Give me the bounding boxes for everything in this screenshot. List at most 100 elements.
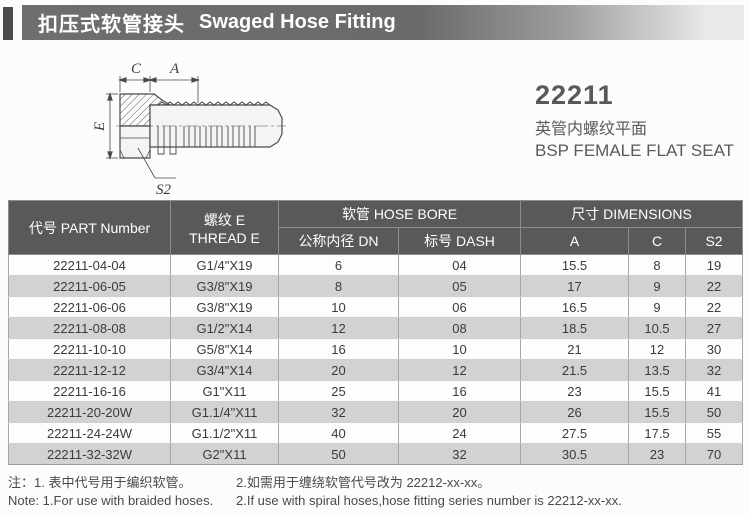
cell-part: 22211-06-05 [8, 275, 171, 297]
cell-s2: 70 [685, 443, 744, 465]
cell-s2: 27 [685, 317, 744, 339]
cell-dash: 04 [397, 254, 522, 276]
cell-dash: 12 [397, 359, 522, 381]
cell-s2: 22 [685, 296, 744, 318]
cell-a: 18.5 [520, 317, 630, 339]
product-block: 22211 英管内螺纹平面 BSP FEMALE FLAT SEAT [535, 80, 734, 161]
table-row: 22211-24-24W G1.1/2"X11 40 24 27.5 17.5 55 [8, 422, 744, 444]
cell-c: 13.5 [628, 359, 687, 381]
cell-s2: 30 [685, 338, 744, 360]
cell-thread: G1/2"X14 [170, 317, 279, 339]
spec-table: 代号 PART Number 螺纹 E THREAD E 软管 HOSE BOR… [8, 200, 744, 465]
cell-dash: 16 [397, 380, 522, 402]
cell-a: 27.5 [520, 422, 630, 444]
cell-part: 22211-12-12 [8, 359, 171, 381]
cell-part: 22211-20-20W [8, 401, 171, 423]
cell-dn: 32 [278, 401, 399, 423]
cell-s2: 19 [685, 254, 744, 276]
fitting-technical-drawing: C A E S2 [58, 48, 398, 200]
cell-c: 8 [628, 254, 687, 276]
dim-label-e: E [92, 122, 108, 132]
cell-dn: 50 [278, 443, 399, 465]
cell-dn: 8 [278, 275, 399, 297]
cell-a: 16.5 [520, 296, 630, 318]
cell-s2: 41 [685, 380, 744, 402]
cell-part: 22211-10-10 [8, 338, 171, 360]
page-title-zh: 扣压式软管接头 [38, 14, 185, 36]
cell-dash: 08 [397, 317, 522, 339]
table-row: 22211-20-20W G1.1/4"X11 32 20 26 15.5 50 [8, 401, 744, 423]
col-header-dn: 公称内径 DN [278, 227, 399, 255]
col-header-thread-zh: 螺纹 E [203, 211, 246, 228]
stem-serration [157, 101, 271, 106]
cell-a: 17 [520, 275, 630, 297]
cell-a: 21 [520, 338, 630, 360]
table-row: 22211-10-10 G5/8"X14 16 10 21 12 30 [8, 338, 744, 360]
footnote-line-en: Note: 1.For use with braided hoses. 2.If… [8, 492, 744, 510]
cell-c: 17.5 [628, 422, 687, 444]
product-name-en: BSP FEMALE FLAT SEAT [535, 141, 735, 160]
cell-thread: G5/8"X14 [170, 338, 279, 360]
cell-thread: G3/8"X19 [170, 296, 279, 318]
cell-dash: 32 [397, 443, 522, 465]
cell-thread: G2"X11 [170, 443, 279, 465]
cell-s2: 22 [685, 275, 744, 297]
cell-c: 15.5 [628, 380, 687, 402]
product-number: 22211 [535, 80, 614, 110]
cell-a: 30.5 [520, 443, 630, 465]
col-header-c: C [628, 227, 687, 255]
cell-thread: G1"X11 [170, 380, 279, 402]
cell-dn: 25 [278, 380, 399, 402]
table-row: 22211-04-04 G1/4"X19 6 04 15.5 8 19 [8, 254, 744, 276]
table-row: 22211-32-32W G2"X11 50 32 30.5 23 70 [8, 443, 744, 465]
footnote-zh-1: 注：1. 表中代号用于编织软管。 [8, 475, 192, 490]
cell-dn: 6 [278, 254, 399, 276]
cell-dash: 06 [397, 296, 522, 318]
dim-label-a: A [169, 61, 180, 77]
product-name-zh: 英管内螺纹平面 [535, 121, 648, 138]
cell-part: 22211-16-16 [8, 380, 171, 402]
cell-a: 26 [520, 401, 630, 423]
cell-thread: G3/8"X19 [170, 275, 279, 297]
cell-dash: 24 [397, 422, 522, 444]
cell-thread: G1.1/4"X11 [170, 401, 279, 423]
table-row: 22211-08-08 G1/2"X14 12 08 18.5 10.5 27 [8, 317, 744, 339]
col-header-s2: S2 [685, 227, 744, 255]
col-header-hose-bore: 软管 HOSE BORE [277, 200, 522, 228]
cell-dn: 20 [278, 359, 399, 381]
cell-a: 23 [520, 380, 630, 402]
cell-dash: 20 [397, 401, 522, 423]
cell-dn: 16 [278, 338, 399, 360]
cell-c: 10.5 [628, 317, 687, 339]
dim-label-c: C [131, 61, 142, 77]
cell-dn: 10 [278, 296, 399, 318]
cell-s2: 32 [685, 359, 744, 381]
table-row: 22211-16-16 G1"X11 25 16 23 15.5 41 [8, 380, 744, 402]
cell-a: 21.5 [520, 359, 630, 381]
header-accent-bar [3, 7, 13, 40]
dim-label-s2: S2 [156, 182, 172, 198]
footnotes: 注：1. 表中代号用于编织软管。 2.如需用于缠绕软管代号改为 22212-xx… [8, 474, 744, 510]
cell-part: 22211-32-32W [8, 443, 171, 465]
col-header-dimensions: 尺寸 DIMENSIONS [520, 200, 744, 228]
stem-ribs [157, 126, 256, 155]
cell-thread: G3/4"X14 [170, 359, 279, 381]
footnote-en-2: 2.If use with spiral hoses,hose fitting … [236, 493, 622, 508]
col-header-a: A [520, 227, 630, 255]
footnote-zh-2: 2.如需用于缠绕软管代号改为 22212-xx-xx。 [236, 475, 491, 490]
table-row: 22211-06-05 G3/8"X19 8 05 17 9 22 [8, 275, 744, 297]
cell-part: 22211-06-06 [8, 296, 171, 318]
cell-part: 22211-04-04 [8, 254, 171, 276]
col-header-part: 代号 PART Number [8, 200, 171, 255]
table-row: 22211-12-12 G3/4"X14 20 12 21.5 13.5 32 [8, 359, 744, 381]
cell-dash: 10 [397, 338, 522, 360]
cell-part: 22211-24-24W [8, 422, 171, 444]
table-row: 22211-06-06 G3/8"X19 10 06 16.5 9 22 [8, 296, 744, 318]
cell-thread: G1.1/2"X11 [170, 422, 279, 444]
cell-c: 15.5 [628, 401, 687, 423]
footnote-en-1: Note: 1.For use with braided hoses. [8, 493, 214, 508]
cell-c: 23 [628, 443, 687, 465]
cell-thread: G1/4"X19 [170, 254, 279, 276]
fitting-drawing-svg: C A E S2 [92, 61, 286, 198]
cell-dn: 40 [278, 422, 399, 444]
